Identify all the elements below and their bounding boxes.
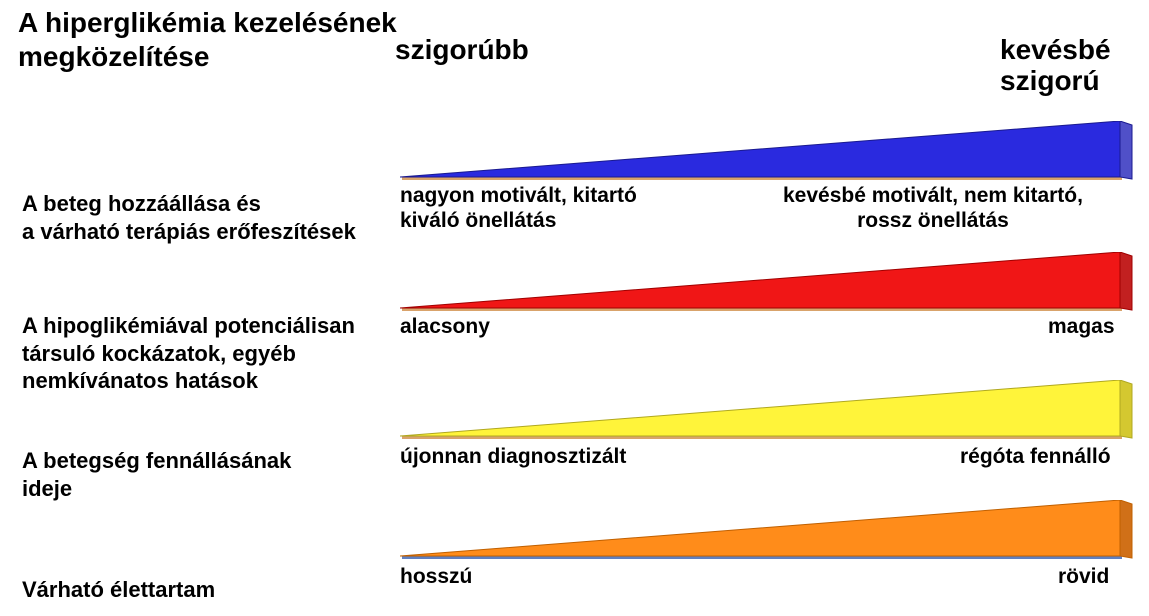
wedge-svg-0 bbox=[400, 121, 1136, 183]
row-label-1-line0: A hipoglikémiával potenciálisan bbox=[22, 312, 382, 340]
row-label-2-line1: ideje bbox=[22, 475, 382, 503]
wedge-left-cap-0-line0: nagyon motivált, kitartó bbox=[400, 183, 637, 208]
wedge-triangle-1 bbox=[400, 252, 1120, 308]
wedge-svg-1 bbox=[400, 252, 1136, 314]
wedge-left-cap-0-line1: kiváló önellátás bbox=[400, 208, 637, 233]
row-label-0-line0: A beteg hozzáállása és bbox=[22, 190, 382, 218]
wedge-left-cap-1: alacsony bbox=[400, 314, 490, 339]
row-label-0: A beteg hozzáállása ésa várható terápiás… bbox=[22, 190, 382, 245]
wedge-right-cap-2-line0: régóta fennálló bbox=[960, 444, 1111, 469]
title-line2: megközelítése bbox=[18, 40, 397, 74]
wedge-endcap-0 bbox=[1120, 121, 1132, 179]
wedge-endcap-1 bbox=[1120, 252, 1132, 310]
wedge-right-cap-0-line0: kevésbé motivált, nem kitartó, bbox=[783, 183, 1083, 208]
wedge-right-cap-0-line1: rossz önellátás bbox=[783, 208, 1083, 233]
wedge-left-cap-2: újonnan diagnosztizált bbox=[400, 444, 626, 469]
wedge-right-cap-1: magas bbox=[1048, 314, 1115, 339]
wedge-right-cap-0: kevésbé motivált, nem kitartó,rossz önel… bbox=[783, 183, 1083, 233]
wedge-right-cap-1-line0: magas bbox=[1048, 314, 1115, 339]
row-label-1: A hipoglikémiával potenciálisantársuló k… bbox=[22, 312, 382, 395]
axis-left-label: szigorúbb bbox=[395, 35, 529, 66]
wedge-endcap-2 bbox=[1120, 380, 1132, 438]
row-label-3-line0: Várható élettartam bbox=[22, 576, 382, 604]
axis-right-label: kevésbészigorú bbox=[1000, 35, 1111, 97]
axis-right-line1: kevésbé bbox=[1000, 35, 1111, 66]
row-label-1-line2: nemkívánatos hatások bbox=[22, 367, 382, 395]
wedge-triangle-3 bbox=[400, 500, 1120, 556]
wedge-2 bbox=[400, 380, 1136, 442]
diagram-root: A hiperglikémia kezelésénekmegközelítése… bbox=[0, 0, 1149, 616]
wedge-triangle-0 bbox=[400, 121, 1120, 177]
row-label-3: Várható élettartam bbox=[22, 576, 382, 604]
wedge-svg-3 bbox=[400, 500, 1136, 562]
wedge-0 bbox=[400, 121, 1136, 183]
wedge-1 bbox=[400, 252, 1136, 314]
wedge-left-cap-1-line0: alacsony bbox=[400, 314, 490, 339]
wedge-endcap-3 bbox=[1120, 500, 1132, 558]
axis-right-line2: szigorú bbox=[1000, 66, 1111, 97]
page-title: A hiperglikémia kezelésénekmegközelítése bbox=[18, 6, 397, 73]
wedge-right-cap-2: régóta fennálló bbox=[960, 444, 1111, 469]
wedge-right-cap-3: rövid bbox=[1058, 564, 1109, 589]
wedge-left-cap-2-line0: újonnan diagnosztizált bbox=[400, 444, 626, 469]
wedge-left-cap-3-line0: hosszú bbox=[400, 564, 472, 589]
wedge-right-cap-3-line0: rövid bbox=[1058, 564, 1109, 589]
wedge-left-cap-0: nagyon motivált, kitartókiváló önellátás bbox=[400, 183, 637, 233]
wedge-triangle-2 bbox=[400, 380, 1120, 436]
title-line1: A hiperglikémia kezelésének bbox=[18, 6, 397, 40]
row-label-0-line1: a várható terápiás erőfeszítések bbox=[22, 218, 382, 246]
row-label-2: A betegség fennállásánakideje bbox=[22, 447, 382, 502]
wedge-svg-2 bbox=[400, 380, 1136, 442]
wedge-3 bbox=[400, 500, 1136, 562]
wedge-left-cap-3: hosszú bbox=[400, 564, 472, 589]
row-label-1-line1: társuló kockázatok, egyéb bbox=[22, 340, 382, 368]
row-label-2-line0: A betegség fennállásának bbox=[22, 447, 382, 475]
